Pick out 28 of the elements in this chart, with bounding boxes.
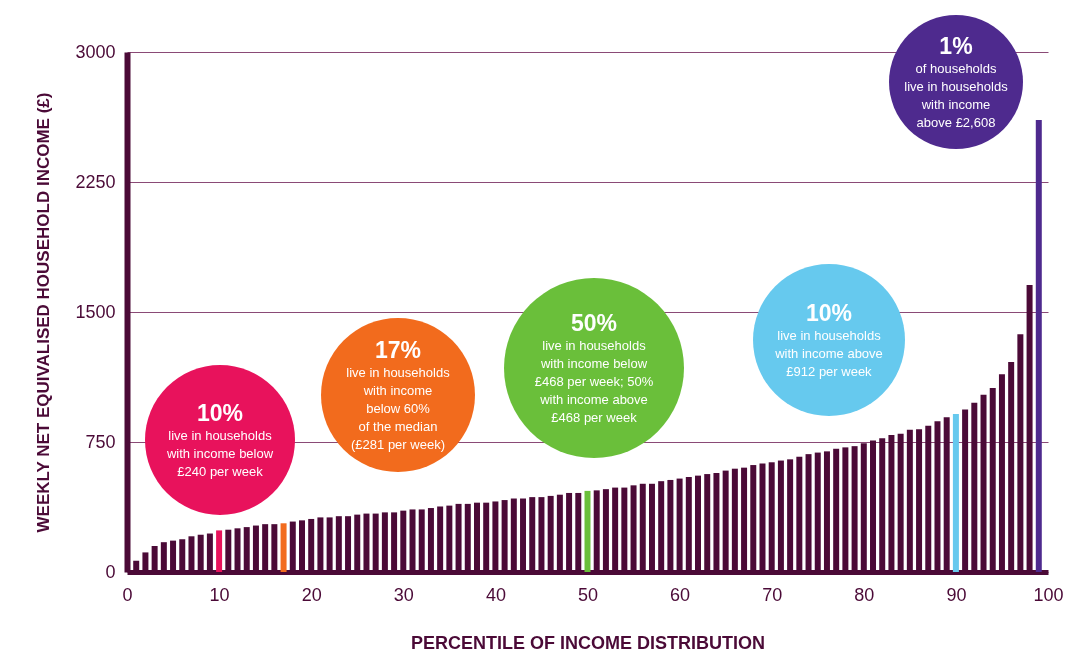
annotation: 1% of households live in households with income above £2,608	[904, 32, 1008, 132]
x-tick-label: 60	[670, 584, 691, 605]
y-tick-label: 0	[105, 561, 116, 582]
annotation: 10% live in households with income above £912 per week	[775, 299, 883, 381]
annotation: 10% live in households with income below £240 per week	[166, 399, 274, 481]
y-tick-label: 3000	[75, 41, 116, 62]
x-tick-label: 40	[485, 584, 506, 605]
y-axis-title: WEEKLY NET EQUIVALISED HOUSEHOLD INCOME (£)	[34, 92, 54, 533]
bar	[1035, 119, 1042, 572]
x-tick-label: 90	[946, 584, 967, 605]
annotation: 17% live in households with income below 60% of the median (£281 per week)	[346, 336, 450, 454]
x-tick-label: 50	[577, 584, 599, 605]
bar	[280, 523, 287, 572]
x-tick-label: 100	[1033, 584, 1064, 605]
y-tick-label: 2250	[75, 171, 116, 192]
y-tick-label: 750	[85, 431, 116, 452]
bar	[952, 413, 959, 572]
x-tick-label: 70	[762, 584, 783, 605]
x-tick-label: 80	[854, 584, 875, 605]
x-tick-label: 10	[209, 584, 230, 605]
x-tick-label: 0	[122, 584, 133, 605]
bar	[584, 490, 591, 572]
x-tick-label: 30	[393, 584, 414, 605]
x-tick-label: 20	[301, 584, 322, 605]
x-axis-title: PERCENTILE OF INCOME DISTRIBUTION	[410, 632, 766, 653]
annotation: 50% live in households with income below £468 per week; 50% with income above £468 per week	[534, 309, 654, 427]
bar	[216, 530, 223, 572]
y-tick-label: 1500	[75, 301, 116, 322]
